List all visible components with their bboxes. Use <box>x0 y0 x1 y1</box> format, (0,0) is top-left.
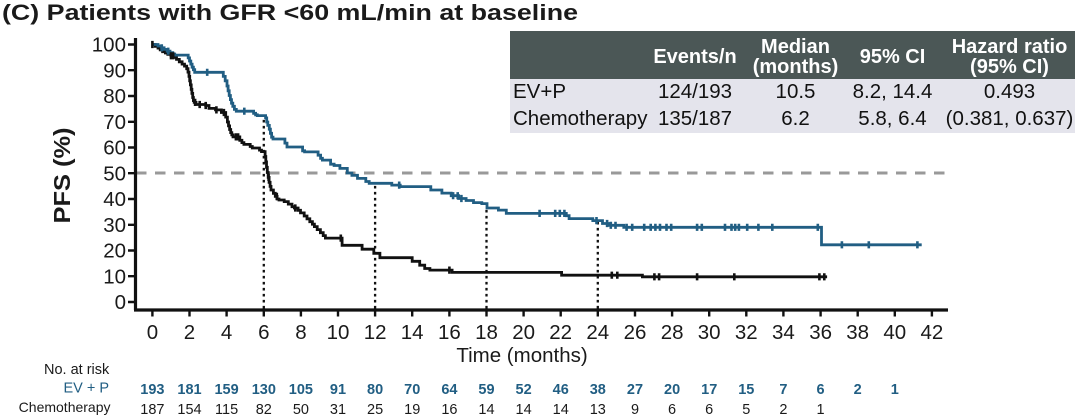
svg-text:4: 4 <box>221 321 232 344</box>
svg-text:17: 17 <box>701 382 717 398</box>
svg-text:27: 27 <box>627 382 643 398</box>
svg-text:30: 30 <box>103 214 126 237</box>
svg-text:130: 130 <box>252 382 276 398</box>
svg-text:0: 0 <box>115 291 126 314</box>
svg-text:25: 25 <box>367 402 383 418</box>
svg-text:PFS (%): PFS (%) <box>49 128 75 224</box>
svg-text:9: 9 <box>631 402 639 418</box>
svg-text:(C) Patients with GFR <60 mL/m: (C) Patients with GFR <60 mL/min at base… <box>2 0 578 25</box>
svg-text:100: 100 <box>92 34 126 57</box>
svg-text:2: 2 <box>779 402 787 418</box>
svg-text:6: 6 <box>258 321 269 344</box>
svg-text:105: 105 <box>289 382 313 398</box>
svg-text:No. at risk: No. at risk <box>44 362 110 378</box>
svg-text:38: 38 <box>590 382 606 398</box>
svg-text:0: 0 <box>147 321 158 344</box>
svg-text:14: 14 <box>478 402 494 418</box>
svg-text:12: 12 <box>364 321 387 344</box>
svg-text:187: 187 <box>140 402 164 418</box>
svg-text:159: 159 <box>214 382 238 398</box>
svg-text:52: 52 <box>516 382 532 398</box>
svg-text:1: 1 <box>817 402 825 418</box>
svg-text:24: 24 <box>586 321 609 344</box>
svg-text:5: 5 <box>742 402 750 418</box>
svg-text:14: 14 <box>516 402 532 418</box>
svg-text:10: 10 <box>103 265 126 288</box>
svg-text:Time (months): Time (months) <box>456 344 587 367</box>
svg-text:38: 38 <box>846 321 869 344</box>
svg-text:193: 193 <box>140 382 164 398</box>
svg-text:154: 154 <box>177 402 201 418</box>
svg-text:42: 42 <box>920 321 943 344</box>
svg-text:16: 16 <box>438 321 461 344</box>
svg-text:80: 80 <box>103 85 126 108</box>
svg-text:32: 32 <box>735 321 758 344</box>
svg-text:64: 64 <box>441 382 457 398</box>
svg-text:90: 90 <box>103 59 126 82</box>
svg-text:Chemotherapy: Chemotherapy <box>19 399 111 415</box>
svg-text:20: 20 <box>664 382 680 398</box>
svg-text:6: 6 <box>705 402 713 418</box>
svg-text:36: 36 <box>809 321 832 344</box>
svg-text:15: 15 <box>738 382 754 398</box>
svg-text:16: 16 <box>441 402 457 418</box>
svg-text:1: 1 <box>891 382 899 398</box>
svg-text:6: 6 <box>668 402 676 418</box>
svg-text:26: 26 <box>624 321 647 344</box>
svg-text:18: 18 <box>475 321 498 344</box>
svg-text:70: 70 <box>103 111 126 134</box>
svg-text:50: 50 <box>103 162 126 185</box>
svg-text:46: 46 <box>553 382 569 398</box>
svg-text:14: 14 <box>401 321 424 344</box>
svg-text:40: 40 <box>883 321 906 344</box>
svg-text:181: 181 <box>177 382 201 398</box>
svg-text:70: 70 <box>404 382 420 398</box>
svg-text:31: 31 <box>330 402 346 418</box>
svg-text:59: 59 <box>478 382 494 398</box>
svg-text:50: 50 <box>293 402 309 418</box>
svg-text:10: 10 <box>327 321 350 344</box>
svg-text:20: 20 <box>512 321 535 344</box>
svg-text:34: 34 <box>772 321 795 344</box>
svg-text:19: 19 <box>404 402 420 418</box>
svg-text:13: 13 <box>590 402 606 418</box>
svg-text:EV + P: EV + P <box>63 381 109 397</box>
svg-text:60: 60 <box>103 137 126 160</box>
svg-text:91: 91 <box>330 382 346 398</box>
svg-text:2: 2 <box>854 382 862 398</box>
svg-text:30: 30 <box>698 321 721 344</box>
svg-text:8: 8 <box>295 321 306 344</box>
svg-text:82: 82 <box>256 402 272 418</box>
svg-text:20: 20 <box>103 240 126 263</box>
svg-text:6: 6 <box>817 382 825 398</box>
svg-text:14: 14 <box>553 402 569 418</box>
svg-text:7: 7 <box>779 382 787 398</box>
svg-text:22: 22 <box>549 321 572 344</box>
svg-text:80: 80 <box>367 382 383 398</box>
svg-text:40: 40 <box>103 188 126 211</box>
svg-text:115: 115 <box>215 402 238 418</box>
svg-text:28: 28 <box>661 321 684 344</box>
svg-text:2: 2 <box>184 321 195 344</box>
